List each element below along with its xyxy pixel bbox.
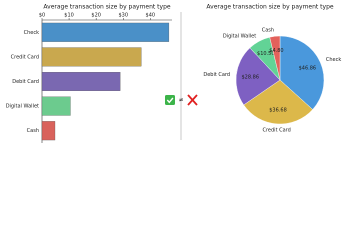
x-tick-label: $40 (146, 13, 156, 19)
pie-label: Debit Card (203, 72, 230, 78)
x-tick-label: $0 (39, 13, 45, 19)
bar (41, 72, 121, 91)
chart-title: Average transaction size by payment type (206, 4, 334, 11)
pie-slice (243, 79, 313, 125)
y-tick-label: Check (24, 30, 39, 36)
pie-label: Digital Wallet (223, 33, 256, 39)
value-label: $46.86 (299, 65, 317, 71)
pie-label: Check (326, 57, 341, 63)
x-tick-label: $20 (91, 13, 101, 19)
value-label: $4.80 (269, 48, 283, 54)
y-tick-label: Cash (27, 128, 39, 134)
check-icon (165, 95, 175, 105)
pie-slice (235, 47, 281, 106)
x-icon (187, 94, 198, 106)
pie-slice (279, 35, 325, 110)
page: ≠ Average transaction size by payment ty… (6, 4, 341, 143)
value-label: $28.86 (242, 74, 260, 80)
pie-label: Cash (262, 28, 274, 34)
pie-slice (269, 35, 281, 81)
pie-label: Credit Card (263, 128, 291, 134)
bar (41, 22, 170, 42)
x-tick-label: $30 (118, 13, 128, 19)
bar (41, 47, 142, 67)
y-tick-label: Credit Card (11, 54, 39, 60)
not-equal: ≠ (178, 97, 183, 104)
bar (41, 121, 56, 141)
value-label: $36.68 (269, 107, 287, 113)
y-tick-label: Debit Card (12, 79, 39, 85)
bar (41, 96, 71, 116)
check-mark (166, 97, 174, 104)
x-tick-label: $10 (64, 13, 74, 19)
value-label: $10.50 (257, 51, 275, 57)
y-tick-label: Digital Wallet (6, 104, 39, 110)
chart-title: Average transaction size by payment type (43, 4, 171, 11)
